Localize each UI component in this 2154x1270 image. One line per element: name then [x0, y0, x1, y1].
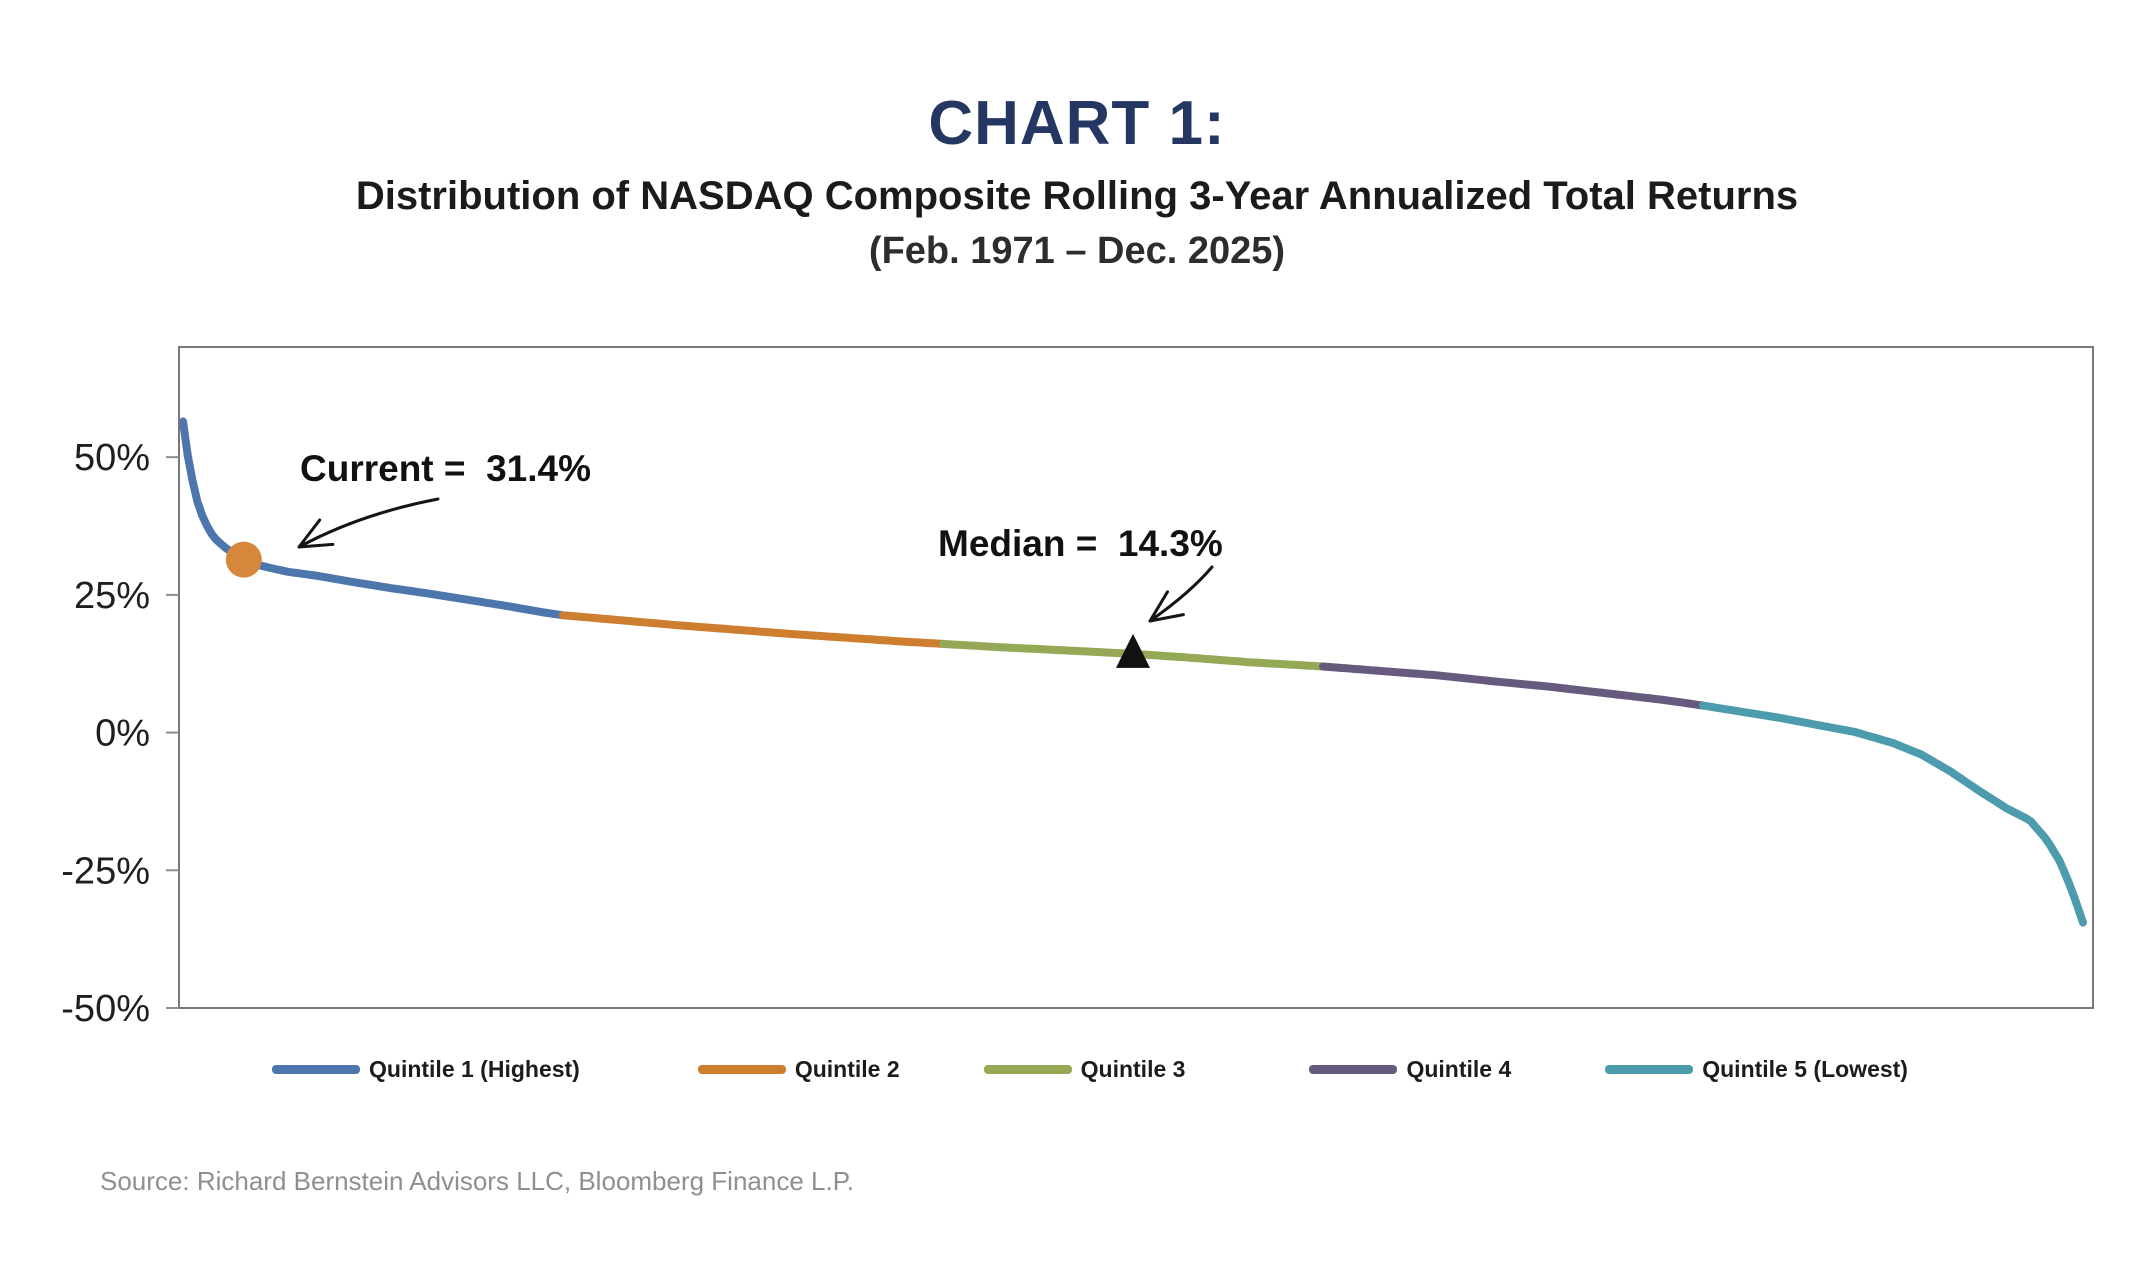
legend-label-quintile-1: Quintile 1 (Highest): [369, 1056, 580, 1082]
legend-item-quintile-1: Quintile 1 (Highest): [272, 1056, 580, 1083]
current-arrow: [297, 497, 440, 549]
y-axis-tick-label: 25%: [74, 575, 150, 617]
quintile-3-line-swatch: [983, 1065, 1072, 1074]
quintile-5-line-swatch: [1605, 1065, 1694, 1074]
y-axis-tick-label: -50%: [61, 988, 150, 1030]
y-axis-tick-label: 50%: [74, 437, 150, 479]
legend-label-quintile-5: Quintile 5 (Lowest): [1702, 1056, 1908, 1082]
quintile-2-line-swatch: [697, 1065, 786, 1074]
median-marker-triangle: [1116, 633, 1150, 668]
chart-number-title: CHART 1:: [928, 89, 1226, 158]
quintile-1-line-swatch: [272, 1065, 360, 1074]
y-axis-tick-label: -25%: [61, 850, 150, 892]
plot-border: [178, 346, 2094, 1009]
legend-item-quintile-3: Quintile 3: [983, 1056, 1186, 1083]
current-annotation: Current = 31.4%: [300, 448, 591, 489]
chart-period: (Feb. 1971 – Dec. 2025): [868, 230, 1286, 272]
legend-item-quintile-4: Quintile 4: [1309, 1056, 1511, 1083]
current-marker-dot: [225, 541, 262, 578]
quintile-4-line-swatch: [1309, 1065, 1398, 1074]
y-axis-tick-label: 0%: [95, 713, 150, 755]
legend-label-quintile-4: Quintile 4: [1406, 1056, 1512, 1082]
curve-segment-quintile-2: [559, 611, 947, 648]
curve-segment-quintile-4: [1319, 662, 1707, 710]
chart-subtitle: Distribution of NASDAQ Composite Rolling…: [355, 174, 1799, 218]
legend-label-quintile-2: Quintile 2: [794, 1056, 900, 1082]
legend-item-quintile-5: Quintile 5 (Lowest): [1605, 1056, 1908, 1083]
legend: Quintile 1 (Highest) Quintile 2 Quintile…: [272, 1056, 1908, 1083]
median-arrow: [1148, 565, 1214, 623]
curve-segment-quintile-5: [1699, 701, 2087, 927]
median-annotation: Median = 14.3%: [938, 523, 1223, 564]
source-note: Source: Richard Bernstein Advisors LLC, …: [100, 1166, 854, 1196]
legend-item-quintile-2: Quintile 2: [697, 1056, 900, 1083]
legend-label-quintile-3: Quintile 3: [1080, 1056, 1186, 1082]
